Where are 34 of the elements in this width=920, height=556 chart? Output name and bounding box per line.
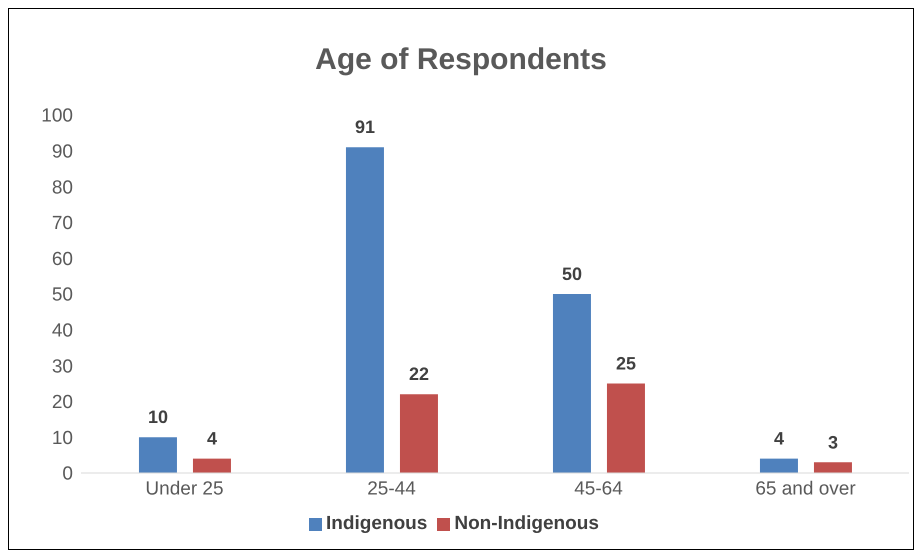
y-tick-label: 100: [41, 106, 73, 127]
data-label: 4: [774, 428, 784, 449]
y-tick-label: 20: [52, 392, 73, 414]
data-label: 4: [206, 428, 217, 449]
y-tick-label: 50: [52, 284, 73, 306]
y-tick-label: 0: [62, 464, 73, 485]
data-label: 91: [354, 117, 375, 138]
x-tick-label: 65 and over: [755, 478, 856, 500]
y-tick-label: 70: [52, 213, 73, 234]
legend-label: Non-Indigenous: [454, 513, 599, 534]
bar: [606, 384, 645, 473]
legend-label: Indigenous: [326, 513, 428, 534]
data-label: 3: [828, 432, 838, 452]
chart-title: Age of Respondents: [314, 42, 608, 78]
data-label: 10: [148, 407, 168, 428]
x-tick-label: 25-44: [367, 478, 416, 500]
bar: [814, 462, 852, 473]
bar: [552, 294, 591, 473]
y-tick-label: 10: [52, 428, 73, 449]
bar: [192, 458, 231, 473]
x-tick-label: 45-64: [574, 478, 624, 500]
data-label: 25: [616, 354, 636, 374]
bar: [346, 147, 384, 473]
bar: [138, 437, 177, 473]
data-label: 22: [408, 364, 429, 384]
y-tick-label: 90: [52, 142, 73, 163]
x-tick-label: Under 25: [145, 478, 224, 500]
data-label: 50: [562, 264, 582, 284]
y-tick-label: 40: [52, 320, 73, 342]
y-tick-label: 30: [52, 356, 73, 378]
bar: [760, 458, 798, 473]
y-tick-label: 60: [52, 248, 73, 270]
y-tick-label: 80: [52, 177, 73, 198]
bar: [400, 394, 438, 473]
